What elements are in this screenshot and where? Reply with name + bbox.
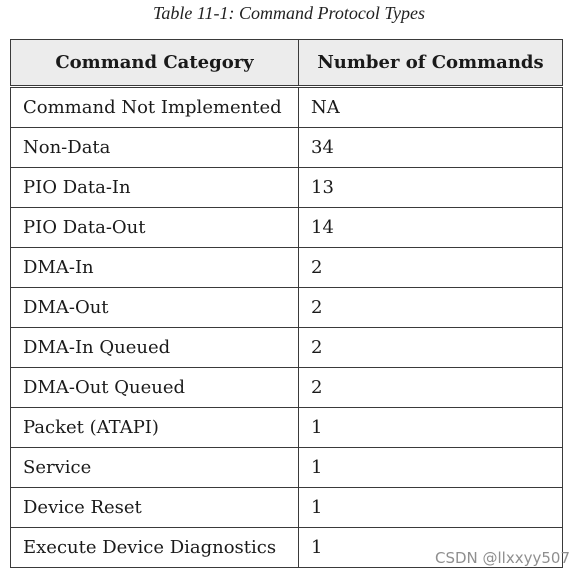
table-row: DMA-In Queued 2 — [10, 327, 563, 368]
category-cell: Non-Data — [10, 127, 299, 168]
category-cell: PIO Data-In — [10, 167, 299, 208]
table-row: Non-Data 34 — [10, 127, 563, 168]
count-cell: 1 — [298, 407, 563, 448]
count-cell: 2 — [298, 287, 563, 328]
category-cell: Command Not Implemented — [10, 86, 299, 128]
table-row: DMA-In 2 — [10, 247, 563, 288]
count-cell: 34 — [298, 127, 563, 168]
table-row: DMA-Out Queued 2 — [10, 367, 563, 408]
table-row: DMA-Out 2 — [10, 287, 563, 328]
category-cell: PIO Data-Out — [10, 207, 299, 248]
table-row: PIO Data-In 13 — [10, 167, 563, 208]
category-cell: Execute Device Diagnostics — [10, 527, 299, 568]
count-cell: 2 — [298, 247, 563, 288]
table-caption: Table 11-1: Command Protocol Types — [153, 3, 425, 23]
count-cell: 2 — [298, 327, 563, 368]
header-number-of-commands: Number of Commands — [298, 39, 563, 88]
count-cell: 14 — [298, 207, 563, 248]
category-cell: Device Reset — [10, 487, 299, 528]
count-cell: 1 — [298, 487, 563, 528]
watermark: CSDN @llxxyy507 — [434, 549, 570, 567]
category-cell: DMA-Out — [10, 287, 299, 328]
category-cell: DMA-Out Queued — [10, 367, 299, 408]
table-row: Service 1 — [10, 447, 563, 488]
category-cell: Service — [10, 447, 299, 488]
count-cell: 1 — [298, 527, 563, 568]
count-cell: NA — [298, 86, 563, 128]
table-row: Command Not Implemented NA — [10, 86, 563, 128]
table-row: Execute Device Diagnostics 1 — [10, 527, 563, 568]
count-cell: 13 — [298, 167, 563, 208]
table-header-row: Command Category Number of Commands — [10, 39, 563, 88]
count-cell: 2 — [298, 367, 563, 408]
count-cell: 1 — [298, 447, 563, 488]
category-cell: DMA-In — [10, 247, 299, 288]
category-cell: Packet (ATAPI) — [10, 407, 299, 448]
command-protocol-table: Command Category Number of Commands Comm… — [10, 39, 563, 568]
table-row: Device Reset 1 — [10, 487, 563, 528]
table-row: Packet (ATAPI) 1 — [10, 407, 563, 448]
table-row: PIO Data-Out 14 — [10, 207, 563, 248]
header-command-category: Command Category — [10, 39, 299, 88]
category-cell: DMA-In Queued — [10, 327, 299, 368]
